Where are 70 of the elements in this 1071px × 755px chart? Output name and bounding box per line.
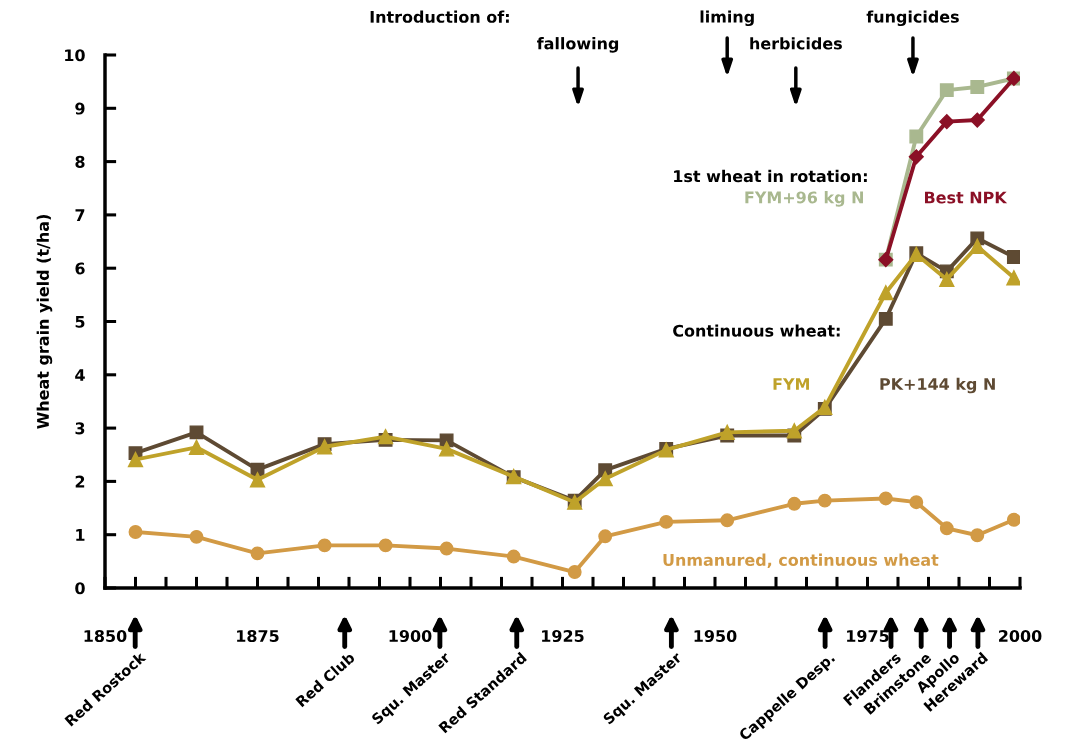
point bbox=[189, 425, 204, 440]
point bbox=[597, 471, 613, 487]
point bbox=[567, 565, 582, 579]
point bbox=[969, 112, 985, 128]
series-label: FYM bbox=[773, 378, 809, 390]
y-tick-label: 2 bbox=[75, 475, 85, 488]
x-tick-label: 1875 bbox=[237, 629, 279, 643]
point bbox=[249, 472, 266, 488]
y-tick-label: 3 bbox=[75, 422, 85, 435]
point bbox=[1006, 270, 1020, 286]
point bbox=[817, 493, 832, 508]
point bbox=[188, 439, 205, 455]
y-tick-label: 9 bbox=[75, 102, 85, 115]
y-tick-label: 1 bbox=[76, 529, 85, 541]
point bbox=[909, 129, 924, 144]
point bbox=[939, 271, 955, 288]
point bbox=[878, 491, 893, 506]
point bbox=[377, 428, 394, 445]
point bbox=[786, 423, 802, 439]
text: fungicides bbox=[866, 10, 959, 27]
y-tick-label: 4 bbox=[75, 369, 85, 381]
point bbox=[720, 513, 735, 528]
point bbox=[939, 83, 954, 98]
y-tick-label: 0 bbox=[75, 582, 85, 595]
point bbox=[878, 311, 893, 326]
point bbox=[598, 529, 613, 544]
annotation: Continuous wheat: bbox=[673, 324, 840, 337]
point bbox=[378, 538, 393, 553]
y-tick-label: 5 bbox=[75, 315, 85, 328]
x-tick-label: 1850 bbox=[84, 629, 127, 643]
series-label: Unmanured, continuous wheat bbox=[663, 553, 939, 569]
y-tick-label: 7 bbox=[75, 209, 85, 221]
series-label: PK+144 kg N bbox=[880, 377, 995, 394]
text: Introduction of: bbox=[370, 10, 509, 23]
x-tick-label: 1925 bbox=[542, 629, 584, 643]
point bbox=[878, 285, 894, 301]
series-label: Best NPK bbox=[924, 191, 1008, 204]
point bbox=[659, 514, 674, 529]
text: fallowing bbox=[537, 37, 619, 53]
y-tick-label: 10 bbox=[65, 49, 85, 62]
point bbox=[317, 538, 332, 553]
point bbox=[250, 546, 265, 561]
text: FYM+96 kg N bbox=[745, 191, 863, 207]
x-tick-label: 2000 bbox=[999, 629, 1042, 643]
y-axis-title: Wheat grain yield (t/ha) bbox=[36, 215, 53, 429]
point bbox=[908, 149, 924, 165]
y-tick-label: 6 bbox=[75, 262, 85, 275]
point bbox=[939, 114, 955, 130]
text: herbicides bbox=[750, 37, 842, 50]
text: liming bbox=[700, 10, 754, 27]
annotation: 1st wheat in rotation: bbox=[674, 169, 867, 183]
point bbox=[506, 549, 521, 564]
point bbox=[127, 451, 144, 468]
point bbox=[970, 80, 985, 94]
y-tick-label: 8 bbox=[75, 155, 85, 168]
point bbox=[787, 496, 802, 511]
x-tick-label: 1975 bbox=[847, 629, 889, 643]
point bbox=[128, 525, 143, 539]
point bbox=[970, 528, 985, 543]
point bbox=[939, 521, 954, 536]
point bbox=[438, 441, 455, 457]
point bbox=[439, 541, 454, 556]
point bbox=[1006, 250, 1020, 264]
point bbox=[719, 424, 735, 441]
point bbox=[1006, 512, 1020, 527]
point bbox=[189, 529, 204, 544]
point bbox=[969, 238, 985, 254]
x-tick-label: 1950 bbox=[694, 629, 737, 643]
point bbox=[909, 495, 924, 510]
x-tick-label: 1900 bbox=[389, 629, 432, 643]
